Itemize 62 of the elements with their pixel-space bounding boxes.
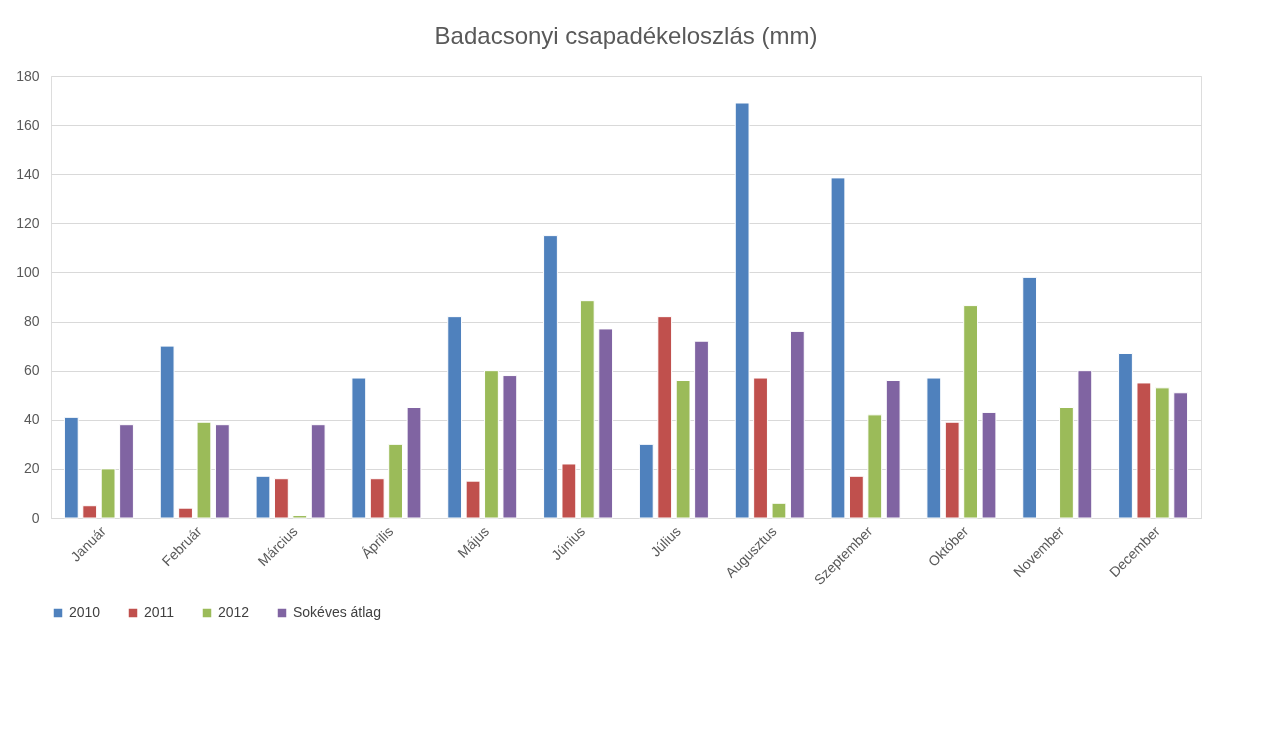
bar xyxy=(867,414,883,519)
legend-label: 2012 xyxy=(218,604,250,620)
y-tick-label: 140 xyxy=(16,165,40,182)
legend-label: Sokéves átlag xyxy=(293,604,381,620)
bar xyxy=(734,102,750,519)
bar xyxy=(579,300,595,519)
bar xyxy=(310,424,326,519)
bar xyxy=(502,375,518,519)
bar xyxy=(657,316,673,519)
bar xyxy=(63,416,79,519)
bar xyxy=(178,507,193,519)
bar xyxy=(351,377,367,519)
bar xyxy=(214,424,230,519)
bar xyxy=(465,480,481,519)
bar xyxy=(944,421,960,519)
bar xyxy=(981,411,997,519)
legend-label: 2010 xyxy=(69,604,101,620)
bar xyxy=(543,235,558,519)
y-tick-label: 120 xyxy=(16,214,40,231)
bar xyxy=(753,377,768,519)
y-tick-label: 20 xyxy=(23,460,40,477)
bar xyxy=(292,515,308,519)
bar xyxy=(100,468,116,519)
bar xyxy=(638,443,654,519)
bar xyxy=(1077,370,1093,519)
bar xyxy=(1059,407,1074,519)
bar xyxy=(484,370,499,519)
chart-title: Badacsonyi csapadékeloszlás (mm) xyxy=(434,22,818,49)
bar xyxy=(406,407,422,519)
y-tick-label: 160 xyxy=(16,116,40,133)
bar xyxy=(926,377,942,519)
bar xyxy=(273,478,289,519)
y-tick-label: 40 xyxy=(23,411,40,428)
bar xyxy=(771,502,787,519)
y-tick-label: 100 xyxy=(16,263,40,280)
bar xyxy=(848,475,864,519)
bar xyxy=(789,330,805,519)
bar xyxy=(694,340,709,519)
bar xyxy=(447,316,463,519)
bar xyxy=(388,443,404,519)
bar xyxy=(885,379,901,519)
bar xyxy=(1022,276,1038,519)
bar xyxy=(963,305,979,519)
bar xyxy=(82,505,98,519)
bar xyxy=(1154,387,1170,519)
bar xyxy=(1136,382,1152,519)
bar xyxy=(369,478,385,519)
bar xyxy=(675,379,691,519)
y-tick-label: 0 xyxy=(31,509,40,526)
bar xyxy=(830,177,846,519)
bar xyxy=(561,463,577,519)
bar xyxy=(1173,392,1189,519)
bar xyxy=(598,328,614,519)
bar xyxy=(119,424,134,519)
legend-label: 2011 xyxy=(144,604,175,620)
y-tick-label: 180 xyxy=(16,67,40,84)
bar xyxy=(1118,352,1133,519)
bar xyxy=(159,345,175,519)
y-tick-label: 60 xyxy=(23,362,40,379)
bar xyxy=(196,421,212,519)
bar xyxy=(255,475,271,519)
y-tick-label: 80 xyxy=(23,313,40,330)
